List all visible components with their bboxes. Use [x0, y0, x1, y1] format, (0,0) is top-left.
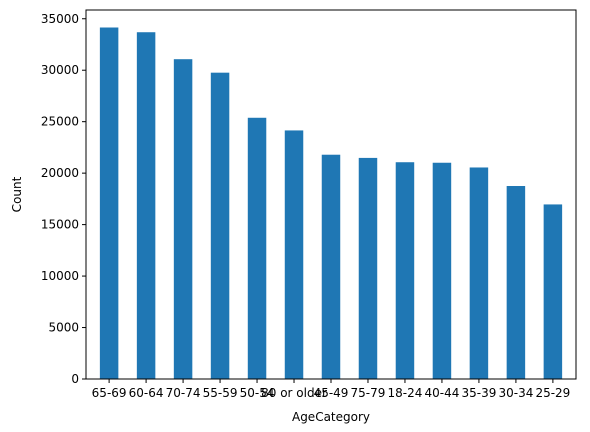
bar-55-59: [210, 72, 230, 380]
bar-18-24: [395, 162, 415, 379]
bar-80-or-older: [284, 130, 304, 379]
bars-group: [99, 27, 563, 380]
y-tick-label: 20000: [41, 166, 79, 180]
x-tick-label: 75-79: [351, 386, 386, 400]
y-tick-label: 0: [71, 372, 79, 386]
bar-25-29: [543, 204, 563, 379]
x-tick-label: 18-24: [388, 386, 423, 400]
y-tick-label: 35000: [41, 12, 79, 26]
x-tick-label: 30-34: [498, 386, 533, 400]
y-tick-label: 10000: [41, 269, 79, 283]
bar-75-79: [358, 157, 378, 379]
x-tick-label: 65-69: [92, 386, 127, 400]
bar-70-74: [173, 59, 193, 379]
y-tick-label: 15000: [41, 218, 79, 232]
x-tick-label: 35-39: [461, 386, 496, 400]
y-axis: 0 5000 10000 15000 20000 25000 30000 35000: [41, 12, 86, 386]
bar-50-54: [247, 117, 267, 380]
x-tick-label: 80 or older: [261, 386, 327, 400]
y-tick-label: 25000: [41, 115, 79, 129]
bar-60-64: [136, 32, 156, 379]
bar-65-69: [99, 27, 119, 379]
x-tick-label: 40-44: [425, 386, 460, 400]
x-axis-title: AgeCategory: [292, 410, 370, 424]
x-tick-label: 55-59: [203, 386, 238, 400]
bar-40-44: [432, 162, 452, 379]
y-axis-title: Count: [10, 176, 24, 212]
y-tick-label: 30000: [41, 63, 79, 77]
x-tick-label: 25-29: [535, 386, 570, 400]
bar-30-34: [506, 186, 526, 379]
x-tick-label: 50-54: [240, 386, 275, 400]
bar-35-39: [469, 167, 489, 379]
bar-45-49: [321, 154, 341, 379]
x-tick-label: 60-64: [129, 386, 164, 400]
x-tick-label: 45-49: [314, 386, 349, 400]
y-tick-label: 5000: [48, 321, 79, 335]
x-tick-label: 70-74: [166, 386, 201, 400]
